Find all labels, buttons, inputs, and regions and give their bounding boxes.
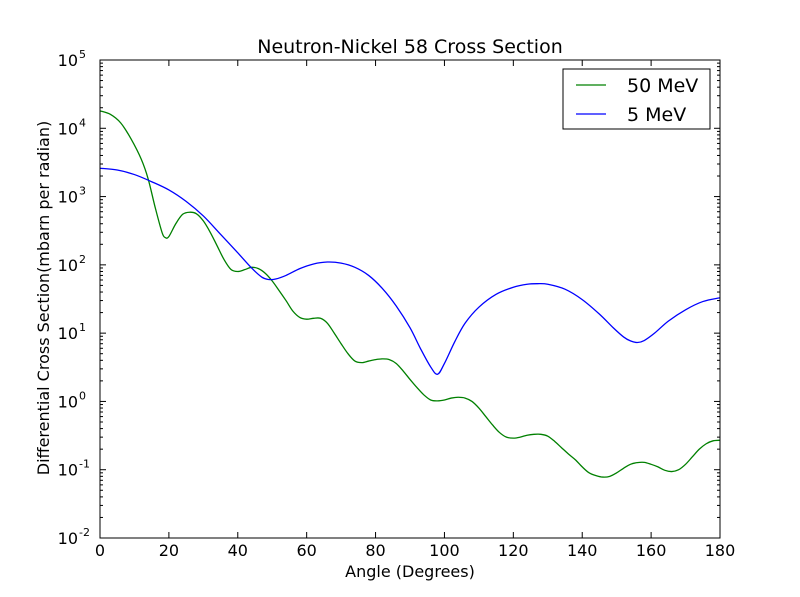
legend-label-50mev: 50 MeV [627, 75, 698, 97]
x-axis: 0 20 40 60 80 100 120 140 160 180 [95, 60, 735, 560]
x-tick-label: 0 [95, 541, 105, 560]
series-line-5mev [99, 167, 721, 375]
y-tick-exponent: 1 [79, 321, 86, 334]
chart-title: Neutron-Nickel 58 Cross Section [257, 36, 563, 58]
legend-box [562, 68, 711, 130]
y-tick-label: 10 [58, 188, 78, 207]
legend: 50 MeV 5 MeV [562, 68, 711, 130]
y-axis-label: Differential Cross Section(mbarn per rad… [34, 121, 53, 475]
y-tick-exponent: -2 [79, 526, 90, 539]
y-tick-exponent: 4 [79, 116, 86, 129]
y-tick-label: 10 [58, 392, 78, 411]
x-tick-label: 20 [159, 541, 179, 560]
y-tick-exponent: 3 [79, 185, 86, 198]
x-tick-label: 60 [296, 541, 316, 560]
x-tick-label: 160 [636, 541, 667, 560]
y-tick-label: 10 [58, 461, 78, 480]
x-tick-label: 140 [567, 541, 598, 560]
y-tick-label: 10 [58, 256, 78, 275]
x-tick-label: 40 [228, 541, 248, 560]
y-tick-label: 10 [58, 324, 78, 343]
x-tick-label: 100 [429, 541, 460, 560]
x-tick-label: 120 [498, 541, 529, 560]
plot-frame [99, 59, 721, 539]
y-tick-label: 10 [58, 119, 78, 138]
x-axis-label: Angle (Degrees) [345, 562, 475, 581]
x-tick-label: 180 [705, 541, 736, 560]
series-line-50mev [99, 110, 721, 478]
y-tick-exponent: 0 [79, 389, 86, 402]
y-tick-exponent: 2 [79, 253, 86, 266]
y-tick-exponent: 5 [79, 48, 86, 61]
y-tick-exponent: -1 [79, 458, 90, 471]
y-tick-label: 10 [58, 51, 78, 70]
y-tick-label: 10 [58, 529, 78, 548]
legend-label-5mev: 5 MeV [627, 104, 686, 126]
x-tick-label: 80 [365, 541, 385, 560]
plot-lines [99, 110, 721, 478]
